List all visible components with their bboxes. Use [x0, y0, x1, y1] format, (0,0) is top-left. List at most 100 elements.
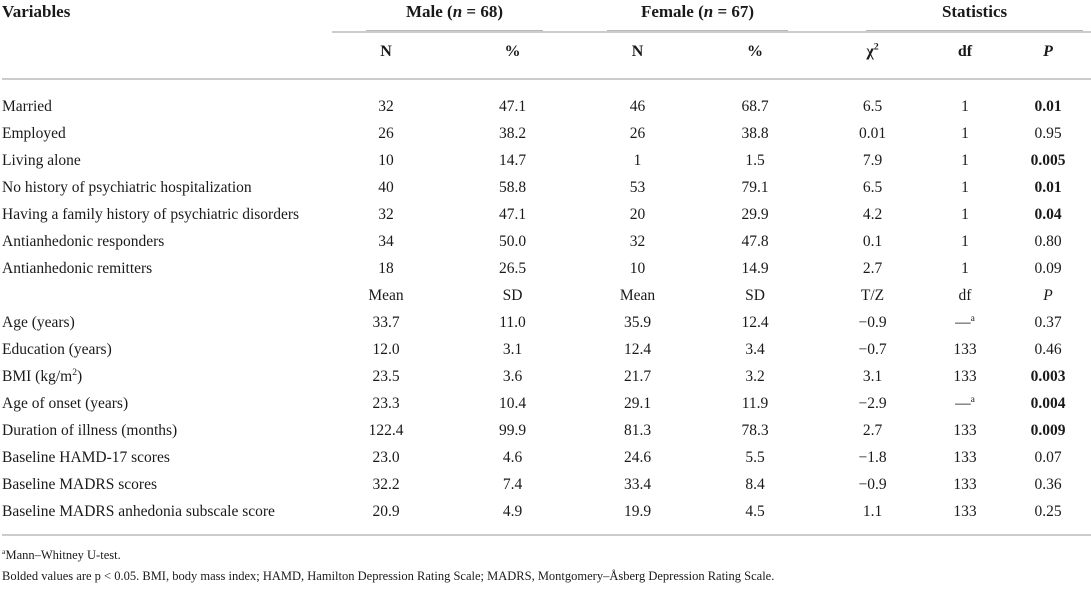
table-cell: 46	[629, 97, 646, 115]
table-cell: 10.4	[498, 394, 527, 412]
table-cell: 10	[629, 259, 646, 277]
table-cell: 19.9	[623, 502, 652, 520]
table-cell: 133	[953, 448, 977, 466]
table-cell: 38.8	[741, 124, 769, 142]
table-cell: 32.2	[372, 475, 400, 493]
table-cell: 4.2	[862, 205, 883, 223]
table-cell: 0.1	[862, 232, 883, 250]
p-value-cell: 0.004	[1030, 394, 1066, 412]
male-n-header: N	[332, 32, 440, 80]
table-footnotes: aMann–Whitney U-test. Bolded values are …	[2, 545, 1089, 588]
chi-square-header: χ2	[820, 32, 926, 80]
p-value-cell: 0.25	[1034, 502, 1062, 520]
row-label: Age (years)	[2, 313, 75, 331]
table-cell: 5.5	[745, 448, 765, 466]
row-label: Baseline HAMD-17 scores	[2, 448, 170, 466]
categorical-rows-section: Married 32 47.1 46 68.7 6.5 1 0.01 Employed 26 38.…	[2, 79, 1091, 282]
p-value-cell: 0.003	[1030, 367, 1066, 385]
table-cell: 12.0	[372, 340, 400, 358]
row-label: BMI (kg/m2)	[2, 366, 83, 385]
table-cell: 1	[961, 124, 969, 142]
table-cell: 133	[953, 421, 977, 439]
male-group-text-post: = 68)	[462, 2, 504, 21]
table-cell: 4.6	[502, 448, 523, 466]
table-cell: 20	[629, 205, 646, 223]
female-percent-header: %	[690, 32, 821, 80]
p-value-cell: 0.01	[1034, 178, 1062, 196]
male-percent-header: %	[440, 32, 585, 80]
table-cell: 53	[629, 178, 646, 196]
footnote-mann-whitney: aMann–Whitney U-test.	[2, 546, 121, 562]
table-cell: 3.4	[745, 340, 765, 358]
table-cell: −0.9	[858, 475, 887, 493]
table-cell: 33.7	[372, 313, 400, 331]
male-group-label: Male (n = 68)	[366, 2, 543, 31]
table-cell: 0.01	[858, 124, 887, 142]
table-cell: 35.9	[623, 313, 652, 331]
table-cell: 81.3	[623, 421, 652, 439]
table-header: Variables Male (n = 68) Female (n = 67) …	[2, 0, 1091, 80]
table-cell: 24.6	[623, 448, 652, 466]
p-value-cell: 0.04	[1034, 205, 1062, 223]
p-value-cell: 0.005	[1030, 151, 1066, 169]
table-cell: 18	[378, 259, 394, 277]
table-cell: 1.5	[745, 151, 765, 169]
paper-table-figure: Variables Male (n = 68) Female (n = 67) …	[2, 0, 1091, 588]
mid-header-spacer	[2, 282, 332, 309]
row-label: Married	[2, 97, 52, 115]
table-row: Baseline MADRS anhedonia subscale score 2…	[2, 498, 1091, 535]
df-header: df	[925, 32, 1006, 80]
table-cell: 68.7	[741, 97, 769, 115]
demographics-statistics-table: Variables Male (n = 68) Female (n = 67) …	[2, 0, 1091, 536]
table-cell: 29.1	[623, 394, 652, 412]
row-label: Antianhedonic remitters	[2, 259, 153, 277]
table-cell: 58.8	[498, 178, 527, 196]
table-cell: 78.3	[741, 421, 769, 439]
continuous-rows-section: Age (years) 33.7 11.0 35.9 12.4 −0.9 —a 0.37 Edu…	[2, 309, 1091, 535]
table-cell: 1	[633, 151, 642, 169]
table-cell: 1.1	[862, 502, 883, 520]
table-cell: 26	[378, 124, 394, 142]
table-cell: 2.7	[862, 421, 883, 439]
p-value-header-2: P	[1043, 286, 1053, 304]
table-cell: 26.5	[498, 259, 527, 277]
table-cell: 32	[378, 205, 394, 223]
table-cell: 3.2	[745, 367, 765, 385]
table-cell: 2.7	[862, 259, 883, 277]
table-cell: 3.1	[502, 340, 523, 358]
row-label: Age of onset (years)	[2, 394, 129, 412]
table-row: BMI (kg/m2) 23.5 3.6 21.7 3.2 3.1 133 0.003	[2, 363, 1091, 390]
table-cell: 12.4	[623, 340, 652, 358]
mid-header-row: Mean SD Mean SD T/Z df P	[2, 282, 1091, 309]
row-label: Education (years)	[2, 340, 112, 358]
table-cell: −0.9	[858, 313, 887, 331]
table-cell: 23.5	[372, 367, 400, 385]
table-row: Antianhedonic remitters 18 26.5 10 14.9 2.7 1 0…	[2, 255, 1091, 282]
table-row: Antianhedonic responders 34 50.0 32 47.8 0.1 1…	[2, 228, 1091, 255]
p-value-cell: 0.009	[1030, 421, 1066, 439]
female-sd-header: SD	[745, 286, 765, 304]
table-row: Baseline HAMD-17 scores 23.0 4.6 24.6 5.5 −1.…	[2, 444, 1091, 471]
footnote-abbreviations: Bolded values are p < 0.05. BMI, body ma…	[2, 569, 775, 584]
table-cell: 11.0	[499, 313, 526, 331]
table-row: Baseline MADRS scores 32.2 7.4 33.4 8.4 −0.9 1…	[2, 471, 1091, 498]
female-group-header: Female (n = 67)	[585, 0, 821, 33]
table-row: Age of onset (years) 23.3 10.4 29.1 11.9 −2.9…	[2, 390, 1091, 417]
table-cell: 32	[378, 97, 394, 115]
table-cell: —a	[955, 312, 975, 331]
table-cell: 21.7	[623, 367, 652, 385]
female-group-text-post: = 67)	[713, 2, 755, 21]
p-value-cell: 0.09	[1034, 259, 1062, 277]
table-row: Married 32 47.1 46 68.7 6.5 1 0.01	[2, 79, 1091, 120]
table-cell: 4.5	[745, 502, 765, 520]
row-label: No history of psychiatric hospitalizatio…	[2, 178, 252, 196]
male-sd-header: SD	[502, 286, 523, 304]
p-value-cell: 0.46	[1034, 340, 1062, 358]
table-cell: 8.4	[745, 475, 765, 493]
table-cell: 47.1	[498, 205, 527, 223]
mid-header-section: Mean SD Mean SD T/Z df P	[2, 282, 1091, 309]
table-cell: 26	[629, 124, 646, 142]
table-cell: 1	[961, 205, 969, 223]
table-cell: 14.7	[498, 151, 527, 169]
statistics-group-header: Statistics	[820, 0, 1091, 33]
